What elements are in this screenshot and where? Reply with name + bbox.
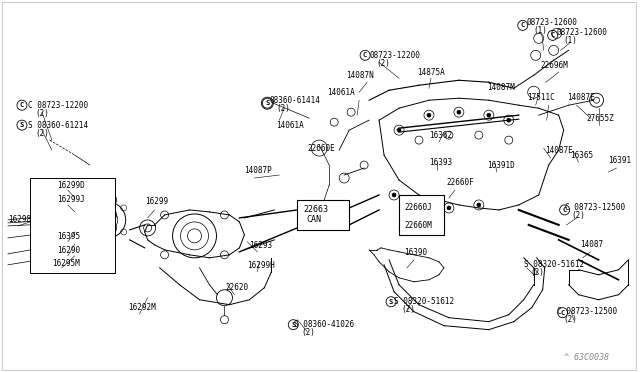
Text: S: S	[389, 299, 393, 305]
Text: 22696M: 22696M	[541, 61, 568, 70]
Text: S 08360-61214: S 08360-61214	[28, 121, 88, 130]
Text: 14087N: 14087N	[346, 71, 374, 80]
Text: 22660E: 22660E	[307, 144, 335, 153]
Text: 16391D: 16391D	[487, 161, 515, 170]
Circle shape	[507, 118, 511, 122]
Text: (2): (2)	[572, 211, 586, 221]
Text: 16390: 16390	[404, 248, 427, 257]
Text: C 08723-12200: C 08723-12200	[28, 101, 88, 110]
Text: (2): (2)	[564, 315, 577, 324]
Circle shape	[397, 128, 401, 132]
Text: 16292M: 16292M	[128, 303, 156, 312]
Bar	[30, 178, 115, 273]
Text: S 08320-51612: S 08320-51612	[524, 260, 584, 269]
Text: (2): (2)	[301, 328, 315, 337]
Text: C: C	[561, 310, 564, 316]
Circle shape	[457, 110, 461, 114]
Bar	[399, 195, 444, 235]
Text: 14061A: 14061A	[327, 88, 355, 97]
Text: C: C	[550, 32, 555, 38]
Text: C: C	[20, 102, 24, 108]
Bar	[298, 200, 349, 230]
Text: 14087P: 14087P	[244, 166, 272, 174]
Text: 14087E: 14087E	[545, 145, 572, 155]
Text: 08723-12200: 08723-12200	[369, 51, 420, 60]
Text: (1): (1)	[534, 26, 548, 35]
Circle shape	[487, 113, 491, 117]
Text: S 08320-51612: S 08320-51612	[394, 297, 454, 306]
Text: 16298: 16298	[8, 215, 31, 224]
Text: 14875A: 14875A	[417, 68, 445, 77]
Text: 16395: 16395	[57, 232, 80, 241]
Circle shape	[392, 193, 396, 197]
Text: 16365: 16365	[571, 151, 594, 160]
Text: 16299H: 16299H	[248, 261, 275, 270]
Text: 08723-12600: 08723-12600	[527, 18, 578, 27]
Text: C: C	[520, 22, 525, 28]
Text: (2): (2)	[401, 305, 415, 314]
Text: 16362: 16362	[429, 131, 452, 140]
Circle shape	[417, 203, 421, 207]
Text: (2): (2)	[376, 59, 390, 68]
Circle shape	[427, 113, 431, 117]
Text: 16299J: 16299J	[57, 195, 84, 205]
Text: 08360-61414: 08360-61414	[269, 96, 320, 105]
Text: 14087E: 14087E	[566, 93, 595, 102]
Circle shape	[447, 206, 451, 210]
Text: 16299D: 16299D	[57, 180, 84, 189]
Text: (2): (2)	[276, 104, 290, 113]
Text: S: S	[291, 322, 296, 328]
Text: 27655Z: 27655Z	[587, 114, 614, 123]
Circle shape	[477, 203, 481, 207]
Text: C 08723-12500: C 08723-12500	[557, 307, 617, 316]
Text: 14087: 14087	[580, 240, 604, 249]
Text: S: S	[20, 122, 24, 128]
Text: 16391: 16391	[609, 155, 632, 164]
Text: C: C	[563, 207, 567, 213]
Text: 16299: 16299	[145, 198, 168, 206]
Text: C: C	[363, 52, 367, 58]
Text: S 08360-41026: S 08360-41026	[294, 320, 355, 329]
Text: 22660M: 22660M	[404, 221, 432, 230]
Text: 16290: 16290	[57, 246, 80, 255]
Text: C 08723-12500: C 08723-12500	[564, 203, 625, 212]
Text: S: S	[265, 100, 269, 106]
Text: 08723-12600: 08723-12600	[557, 28, 607, 37]
Text: 16393: 16393	[429, 158, 452, 167]
Text: 14061A: 14061A	[276, 121, 304, 130]
Text: CAN: CAN	[307, 215, 321, 224]
Text: (2): (2)	[531, 268, 545, 277]
Text: 22620: 22620	[225, 283, 248, 292]
Text: 22660F: 22660F	[447, 177, 475, 186]
Text: 17511C: 17511C	[527, 93, 554, 102]
Text: ^ 63C0038: ^ 63C0038	[564, 353, 609, 362]
Text: 16293: 16293	[250, 241, 273, 250]
Text: 16295M: 16295M	[52, 259, 79, 268]
Text: (2): (2)	[35, 129, 49, 138]
Text: 14087M: 14087M	[487, 83, 515, 92]
Text: (2): (2)	[35, 109, 49, 118]
Text: 22663: 22663	[303, 205, 328, 214]
Text: (1): (1)	[564, 36, 577, 45]
Text: 22660J: 22660J	[404, 203, 432, 212]
